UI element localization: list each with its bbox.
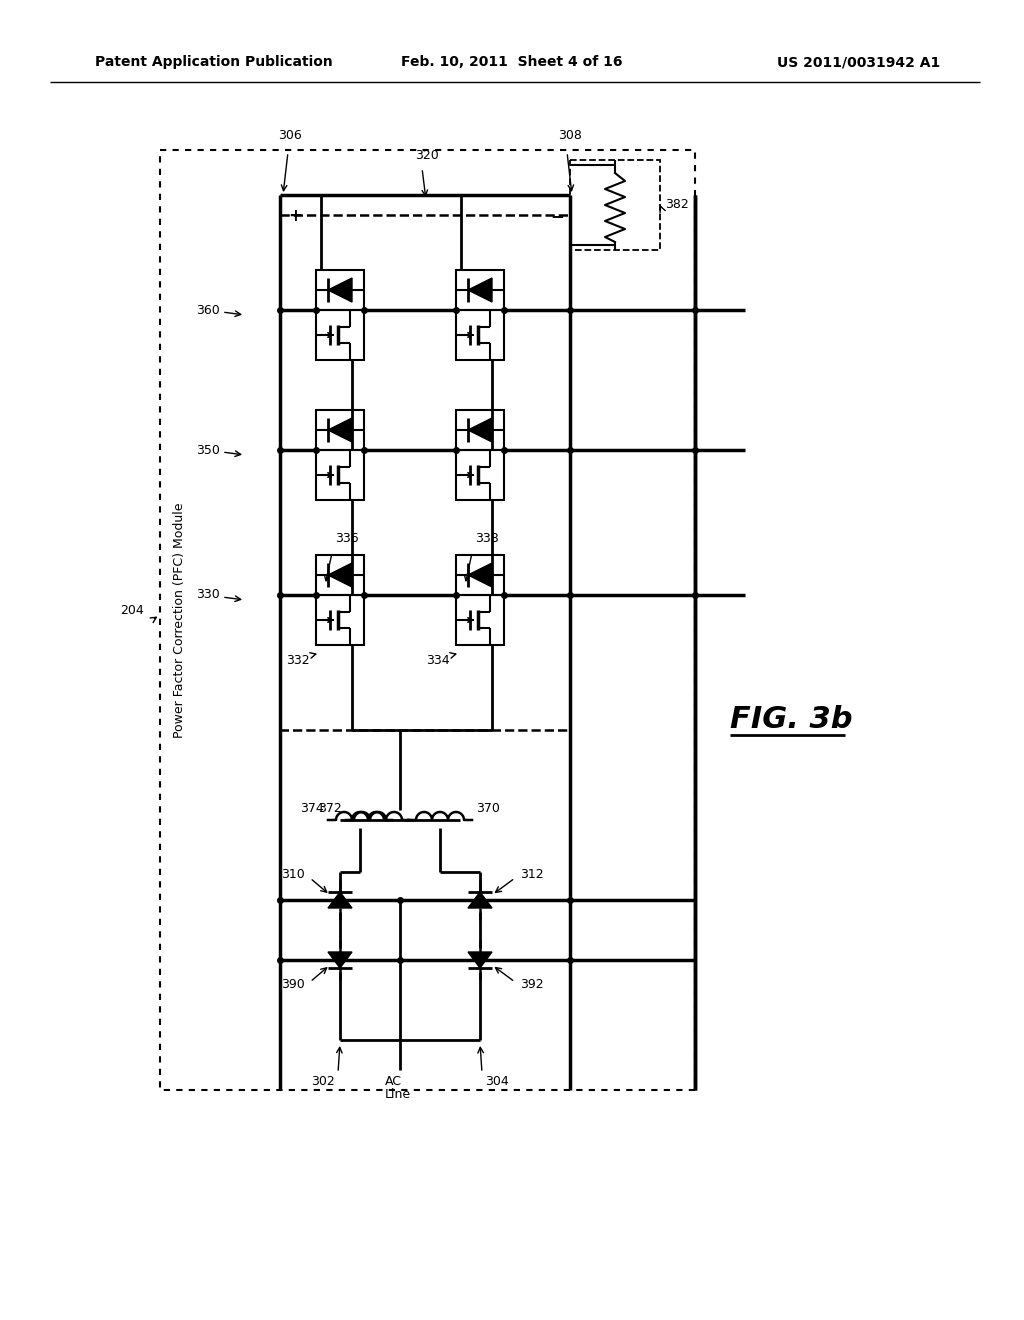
Bar xyxy=(316,554,364,595)
Bar xyxy=(456,450,504,500)
Polygon shape xyxy=(468,418,492,442)
Text: 350: 350 xyxy=(197,444,220,457)
Bar xyxy=(316,411,364,450)
Text: −: − xyxy=(550,207,564,224)
Bar xyxy=(160,150,695,1090)
Text: 320: 320 xyxy=(415,149,438,162)
Polygon shape xyxy=(328,418,352,442)
Text: 310: 310 xyxy=(282,869,305,882)
Bar xyxy=(456,595,504,645)
Text: 302: 302 xyxy=(311,1074,335,1088)
Bar xyxy=(570,160,660,249)
Polygon shape xyxy=(468,952,492,968)
Text: 312: 312 xyxy=(520,869,544,882)
Text: Line: Line xyxy=(385,1088,411,1101)
Polygon shape xyxy=(328,952,352,968)
Text: 304: 304 xyxy=(485,1074,509,1088)
Text: US 2011/0031942 A1: US 2011/0031942 A1 xyxy=(777,55,940,69)
Text: AC: AC xyxy=(385,1074,402,1088)
Text: 330: 330 xyxy=(197,589,220,602)
Polygon shape xyxy=(328,892,352,908)
Text: 360: 360 xyxy=(197,304,220,317)
Polygon shape xyxy=(328,279,352,302)
Bar xyxy=(316,271,364,310)
Text: 382: 382 xyxy=(665,198,689,211)
Text: 306: 306 xyxy=(278,129,302,143)
Bar xyxy=(456,310,504,360)
Text: Feb. 10, 2011  Sheet 4 of 16: Feb. 10, 2011 Sheet 4 of 16 xyxy=(401,55,623,69)
Text: 374: 374 xyxy=(300,801,324,814)
Text: 370: 370 xyxy=(476,801,500,814)
Polygon shape xyxy=(468,892,492,908)
Bar xyxy=(456,411,504,450)
Bar xyxy=(316,450,364,500)
Text: +: + xyxy=(288,207,302,224)
Text: 308: 308 xyxy=(558,129,582,143)
Text: FIG. 3b: FIG. 3b xyxy=(730,705,853,734)
Text: 372: 372 xyxy=(318,801,342,814)
Text: Power Factor Correction (PFC) Module: Power Factor Correction (PFC) Module xyxy=(173,502,186,738)
Text: 204: 204 xyxy=(120,603,144,616)
Polygon shape xyxy=(468,279,492,302)
Text: 390: 390 xyxy=(282,978,305,991)
Polygon shape xyxy=(328,564,352,587)
Bar xyxy=(316,310,364,360)
Bar xyxy=(456,554,504,595)
Bar xyxy=(280,215,570,730)
Text: Patent Application Publication: Patent Application Publication xyxy=(95,55,333,69)
Bar xyxy=(456,271,504,310)
Text: 338: 338 xyxy=(475,532,499,545)
Text: 332: 332 xyxy=(287,653,310,667)
Text: 392: 392 xyxy=(520,978,544,991)
Text: 336: 336 xyxy=(335,532,358,545)
Text: 334: 334 xyxy=(426,653,450,667)
Polygon shape xyxy=(468,564,492,587)
Bar xyxy=(316,595,364,645)
